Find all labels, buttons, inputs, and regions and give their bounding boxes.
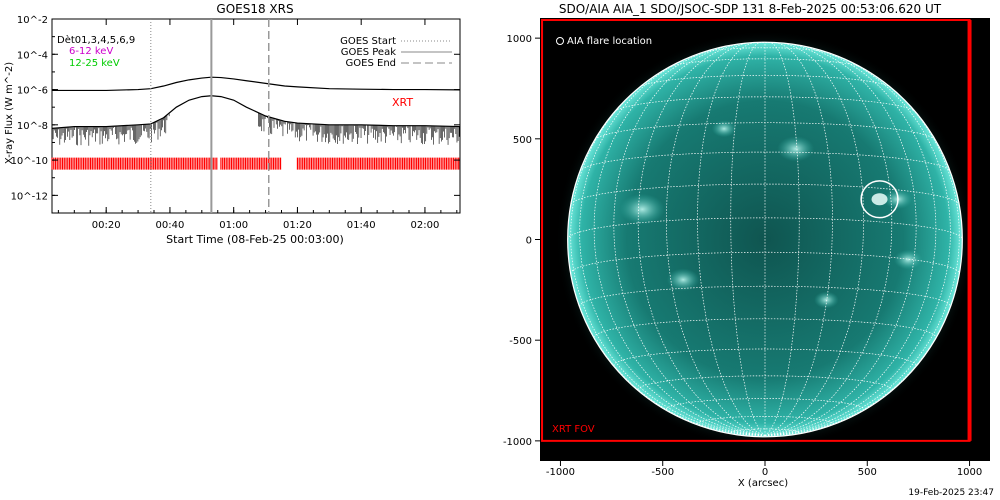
goes-legend: GOES Start GOES Peak GOES End — [340, 36, 452, 69]
active-region — [814, 291, 839, 309]
goes-ytick-label: 10^-10 — [11, 156, 48, 167]
longitude-line — [567, 239, 766, 436]
longitude-line — [613, 44, 766, 436]
aia-xrt-fov-label: XRT FOV — [552, 424, 595, 435]
longitude-line — [764, 239, 963, 436]
active-region — [777, 136, 815, 162]
goes-ytick-label: 10^-2 — [17, 15, 48, 26]
goes-xtick-label: 01:00 — [219, 220, 248, 231]
goes-xlabel: Start Time (08-Feb-25 00:03:00) — [166, 233, 344, 246]
latitude-line — [637, 375, 893, 390]
aia-xtick-label: -500 — [651, 467, 674, 478]
goes-band1-label: 6-12 keV — [69, 46, 113, 57]
latitude-line — [700, 47, 830, 54]
latitude-line — [613, 348, 917, 366]
latitude-line — [668, 58, 862, 68]
aia-xtick-label: 1000 — [957, 467, 982, 478]
longitude-line — [593, 46, 766, 436]
longitude-line — [637, 42, 766, 436]
flare-bright-kernel — [871, 193, 888, 206]
goes-ytick-label: 10^-8 — [17, 121, 48, 132]
aia-plot-area: -1000 -500 0 500 1000 -1000 -500 0 500 1000 — [503, 19, 982, 478]
longitude-line — [697, 42, 766, 436]
legend-goes-end: GOES End — [346, 58, 396, 69]
longitude-line — [730, 42, 766, 436]
goes-xrt-label: XRT — [392, 96, 413, 109]
goes-noise-spikes — [51, 112, 460, 146]
footer-timestamp: 19-Feb-2025 23:47 — [908, 488, 994, 498]
active-region — [619, 193, 665, 225]
goes-ytick-label: 10^-4 — [17, 50, 48, 61]
goes-chart-title: GOES18 XRS — [216, 2, 293, 16]
goes-plot-frame — [51, 18, 461, 214]
latitude-line — [665, 398, 865, 410]
goes-xtick-label: 00:20 — [92, 220, 121, 231]
goes-plot-area: 00:20 00:40 01:00 01:20 01:40 02:00 10^-12 10^-… — [11, 15, 461, 231]
longitude-line — [764, 50, 951, 436]
latitude-line — [593, 318, 937, 338]
latitude-line — [579, 151, 951, 172]
active-region — [893, 249, 923, 270]
aia-ytick-label: 500 — [513, 135, 532, 146]
goes-series-line-0 — [52, 76, 461, 92]
longitude-line — [764, 42, 893, 436]
longitude-line — [764, 42, 800, 436]
legend-goes-start: GOES Start — [340, 36, 396, 47]
heliographic-grid — [567, 42, 963, 436]
aia-flare-label: AIA flare location — [567, 36, 652, 47]
xrt-coverage-interval — [296, 157, 460, 170]
aia-image-chart: SDO/AIA AIA_1 SDO/JSOC-SDP 131 8-Feb-202… — [503, 2, 990, 489]
aia-flare-legend-circle-icon — [556, 37, 564, 45]
goes-xtick-label: 02:00 — [411, 220, 440, 231]
aia-xtick-label: 0 — [762, 467, 768, 478]
active-region — [711, 120, 737, 138]
aia-xtick-label: 500 — [858, 467, 877, 478]
longitude-line — [764, 44, 917, 436]
solar-limb — [567, 41, 963, 438]
goes-xtick-label: 01:40 — [347, 220, 376, 231]
aia-chart-title: SDO/AIA AIA_1 SDO/JSOC-SDP 131 8-Feb-202… — [559, 2, 942, 16]
goes-series-line-1 — [51, 95, 461, 129]
longitude-line — [764, 42, 833, 436]
legend-goes-peak: GOES Peak — [341, 47, 396, 58]
aia-ytick-label: -1000 — [503, 437, 532, 448]
aia-ytick-label: -500 — [509, 336, 532, 347]
goes-xtick-label: 00:40 — [156, 220, 185, 231]
goes-band2-label: 12-25 keV — [69, 58, 120, 69]
goes-ytick-label: 10^-6 — [17, 86, 48, 97]
longitude-line — [579, 50, 766, 436]
flare-location-circle — [860, 180, 899, 219]
active-region — [666, 268, 700, 292]
goes-satellite-text: Dèt01,3,4,5,6,9 — [57, 34, 135, 46]
aia-ytick-label: 0 — [526, 236, 532, 247]
aia-ytick-label: 1000 — [507, 34, 532, 45]
goes-ylabel: X-ray Flux (W m^-2) — [4, 62, 15, 164]
xrt-coverage-interval — [51, 157, 218, 170]
aia-xtick-label: -1000 — [546, 467, 575, 478]
goes-xtick-label: 01:20 — [283, 220, 312, 231]
goes-xrs-chart: GOES18 XRS 00:20 00:40 01:00 01:20 01:40 02:0… — [4, 2, 461, 246]
longitude-line — [764, 46, 937, 436]
goes-ytick-label: 10^-12 — [11, 191, 48, 202]
aia-xlabel: X (arcsec) — [738, 478, 788, 489]
xrt-coverage-interval — [220, 157, 282, 170]
xrt-fov-right-edge — [967, 20, 972, 441]
